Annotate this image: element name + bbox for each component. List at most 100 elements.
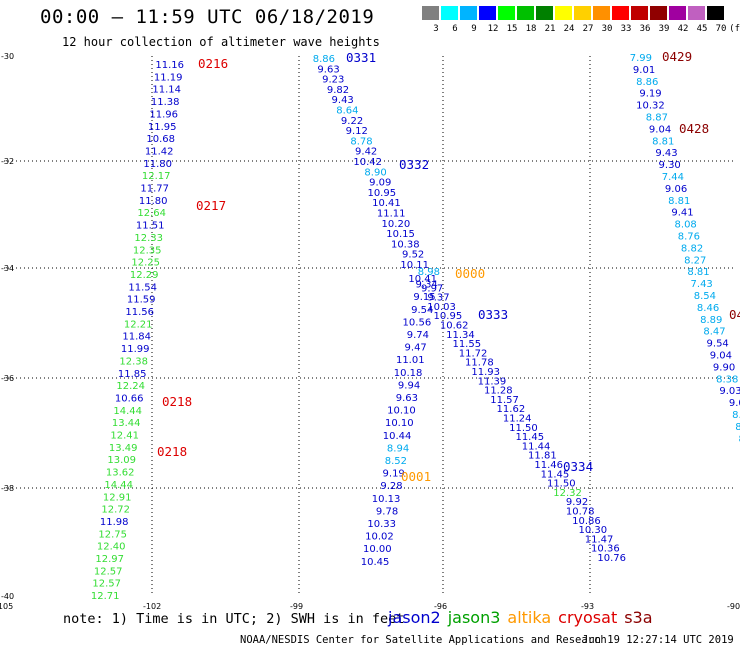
wave-height-value: 8.64	[336, 106, 358, 117]
legend-swatch	[669, 6, 686, 20]
pass-time-label: 0216	[198, 56, 228, 71]
wave-height-value: 11.62	[497, 404, 526, 415]
wave-height-value: 11.45	[541, 469, 570, 480]
wave-height-value: 8.86	[313, 54, 335, 65]
wave-height-value: 12.25	[131, 258, 160, 269]
lon-tick-label: -99	[290, 602, 303, 611]
pass-time-label: 0334	[563, 459, 593, 474]
wave-height-value: 11.38	[151, 97, 180, 108]
wave-height-value: 11.95	[148, 122, 177, 133]
wave-height-value: 12.38	[119, 356, 148, 367]
wave-height-value: 11.78	[465, 358, 494, 369]
pass-time-label: 04	[729, 307, 740, 322]
legend-label: 70	[715, 24, 727, 34]
wave-height-value: 10.76	[597, 553, 626, 564]
lat-tick-label: -32	[1, 157, 14, 166]
wave-height-value: 11.39	[478, 376, 507, 387]
legend-label: 30	[601, 24, 613, 34]
wave-height-value: 12.41	[110, 431, 139, 442]
wave-height-value: 10.66	[115, 393, 144, 404]
pass-time-label: 0001	[401, 469, 431, 484]
wave-height-value: 8.82	[681, 243, 703, 254]
legend-swatch	[441, 6, 458, 20]
wave-height-value: 10.10	[385, 418, 414, 429]
wave-height-value: 8.94	[387, 443, 409, 454]
lon-tick-label: -90	[727, 602, 740, 611]
lat-tick-label: -40	[1, 592, 14, 601]
wave-height-value: 8.89	[700, 315, 722, 326]
wave-height-value: 10.11	[400, 260, 429, 271]
wave-height-value: 9.34	[416, 280, 438, 291]
wave-height-value: 8.78	[350, 136, 372, 147]
lat-tick-label: -38	[1, 484, 14, 493]
wave-height-value: 10.41	[372, 198, 401, 209]
wave-height-value: 12.21	[124, 319, 153, 330]
legend-label: 27	[582, 24, 594, 34]
pass-time-label: 0000	[455, 266, 485, 281]
pass-time-labels: 0216 0217 0218 0218 0331 0332 0000 0333 0001 0334…	[157, 49, 740, 484]
wave-height-value: 9.0	[729, 398, 740, 409]
wave-height-value: 9.12	[346, 126, 368, 137]
wave-height-value: 8.87	[646, 113, 668, 124]
wave-height-value: 9.23	[322, 75, 344, 86]
pass-time-label: 0333	[478, 307, 508, 322]
wave-height-value: 10.15	[386, 229, 415, 240]
wave-height-value: 9.54	[411, 305, 433, 316]
wave-height-value: 13.09	[107, 455, 136, 466]
lon-tick-label: -93	[581, 602, 594, 611]
wave-height-value: 7.43	[691, 279, 713, 290]
satellite-name: cryosat	[558, 608, 618, 627]
wave-height-value: 11.56	[125, 307, 154, 318]
wave-height-value: 9.52	[402, 250, 424, 261]
wave-height-value: 9.22	[341, 116, 363, 127]
legend-label: 12	[487, 24, 499, 34]
wave-height-value: 10.41	[408, 274, 437, 285]
wave-height-value: 9.06	[665, 184, 687, 195]
wave-height-value: 14.44	[113, 406, 142, 417]
wave-height-value: 9.43	[332, 95, 354, 106]
wave-height-value: 9.63	[317, 64, 339, 75]
wave-height-value: 8.27	[684, 255, 706, 266]
axis-labels: -105 -102 -99 -96 -93 -90 -30 -32 -34 -36 -38 -40	[0, 52, 740, 611]
wave-height-value: 12.33	[134, 233, 163, 244]
legend-swatch	[593, 6, 610, 20]
legend-swatch	[574, 6, 591, 20]
wave-height-value: 9.90	[713, 362, 735, 373]
track-jason-center: 8.869.639.239.829.438.649.229.128.789.42…	[313, 54, 626, 568]
wave-height-value: 8.81	[652, 136, 674, 147]
wave-height-value: 8.46	[697, 303, 719, 314]
wave-height-value: 9.01	[633, 65, 655, 76]
wave-height-value: 8.86	[636, 77, 658, 88]
wave-height-value: 9.04	[710, 351, 732, 362]
wave-height-value: 10.42	[353, 157, 382, 168]
wave-height-value: 10.78	[566, 507, 595, 518]
legend-swatch	[650, 6, 667, 20]
wave-height-value: 9.54	[707, 339, 729, 350]
wave-height-value: 8.4	[738, 434, 740, 445]
wave-height-value: 11.19	[154, 72, 183, 83]
wave-height-value: 8.47	[703, 327, 725, 338]
wave-height-value: 10.30	[578, 525, 607, 536]
wave-height-value: 9.15	[413, 292, 435, 303]
chart-title: 00:00 – 11:59 UTC 06/18/2019	[40, 6, 375, 28]
satellite-name: jason3	[447, 608, 501, 627]
wave-height-value: 8.76	[678, 232, 700, 243]
wave-height-value: 11.77	[140, 184, 169, 195]
wave-height-value: 10.13	[372, 494, 401, 505]
legend-label: 42	[677, 24, 689, 34]
wave-height-value: 11.11	[377, 209, 406, 220]
wave-height-value: 10.33	[367, 519, 396, 530]
wave-height-value: 12.35	[133, 245, 162, 256]
wave-height-value: 11.01	[396, 355, 425, 366]
wave-height-value: 11.14	[152, 85, 181, 96]
wave-height-value: 8.81	[687, 267, 709, 278]
wave-height-value: 12.57	[92, 579, 121, 590]
wave-height-value: 11.45	[515, 432, 544, 443]
wave-height-value: 9.43	[655, 148, 677, 159]
wave-height-value: 10.32	[636, 101, 665, 112]
wave-height-value: 12.97	[95, 554, 124, 565]
wave-height-value: 9.82	[327, 85, 349, 96]
wave-height-value: 8.98	[418, 267, 440, 278]
lat-tick-label: -36	[1, 374, 14, 383]
wave-height-value: 10.38	[391, 239, 420, 250]
